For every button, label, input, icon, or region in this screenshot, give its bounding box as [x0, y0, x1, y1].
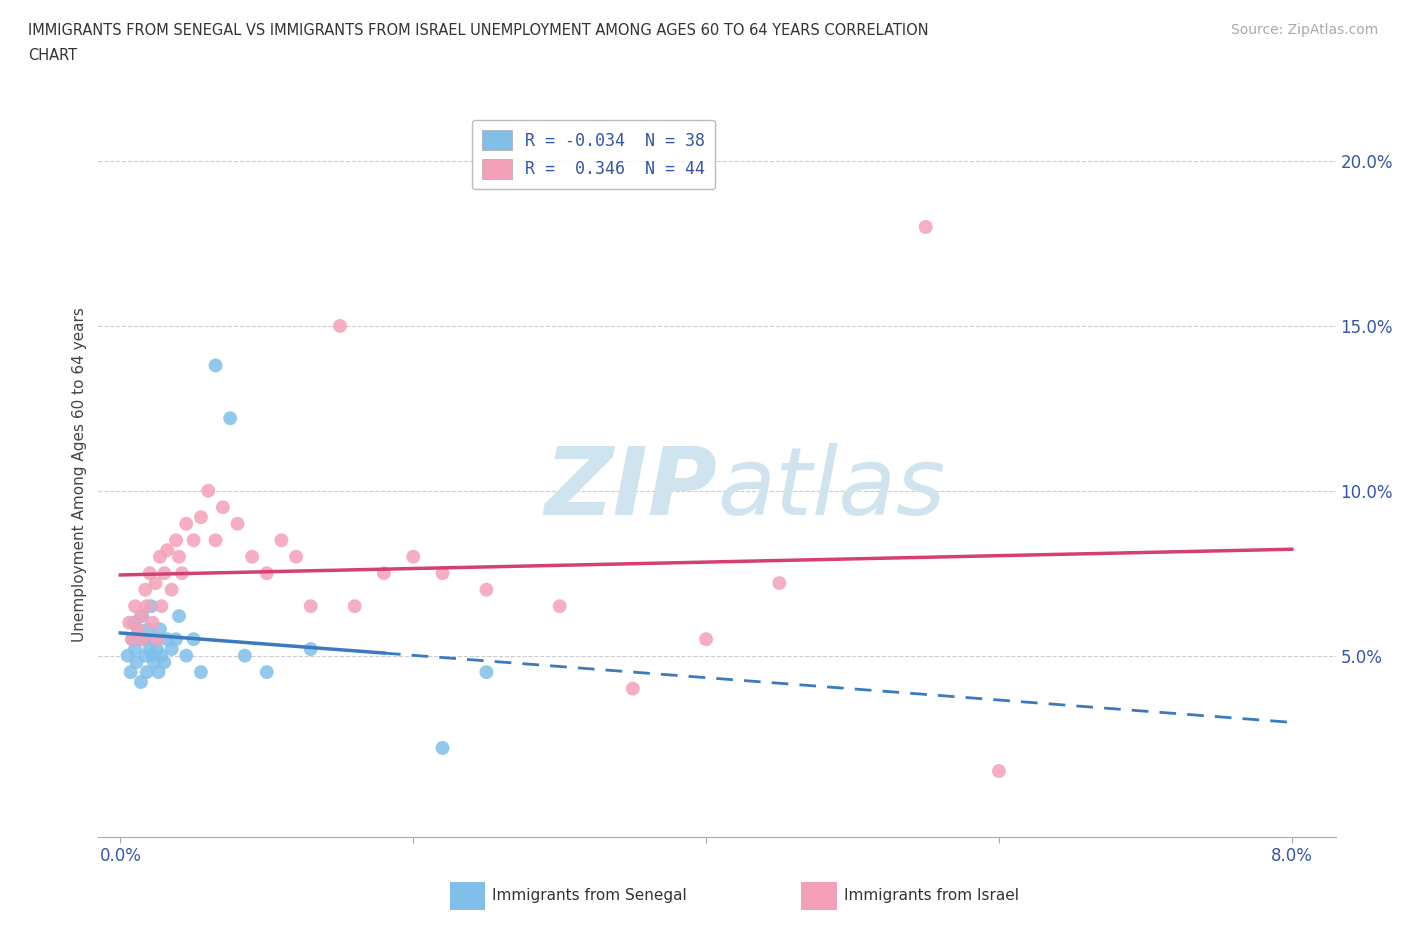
Point — [149, 622, 172, 637]
Point — [170, 565, 193, 580]
Point — [121, 631, 143, 646]
Point — [156, 631, 179, 646]
Point — [124, 642, 146, 657]
Point — [299, 642, 322, 657]
Point — [117, 648, 139, 663]
Point — [190, 665, 212, 680]
Point — [135, 599, 157, 614]
Point — [128, 631, 150, 646]
Point — [212, 499, 235, 514]
Point — [127, 622, 149, 637]
Point — [120, 665, 142, 680]
Point — [174, 648, 197, 663]
Point — [432, 565, 454, 580]
Text: Immigrants from Senegal: Immigrants from Senegal — [492, 888, 688, 903]
Point — [145, 576, 167, 591]
Point — [142, 648, 165, 663]
Point — [475, 582, 498, 597]
Point — [125, 655, 148, 670]
Text: Source: ZipAtlas.com: Source: ZipAtlas.com — [1230, 23, 1378, 37]
Point — [914, 219, 936, 234]
Point — [153, 565, 176, 580]
Point — [122, 616, 145, 631]
Point — [156, 543, 179, 558]
Text: CHART: CHART — [28, 48, 77, 63]
Point — [204, 358, 226, 373]
Point — [695, 631, 717, 646]
Point — [343, 599, 366, 614]
Point — [226, 516, 249, 531]
Point — [160, 642, 183, 657]
Point — [132, 631, 155, 646]
Point — [432, 740, 454, 755]
Point — [138, 565, 160, 580]
Text: ZIP: ZIP — [544, 443, 717, 535]
Point — [136, 622, 159, 637]
Point — [148, 665, 170, 680]
Point — [134, 648, 156, 663]
Point — [256, 665, 278, 680]
Legend: R = -0.034  N = 38, R =  0.346  N = 44: R = -0.034 N = 38, R = 0.346 N = 44 — [471, 120, 716, 189]
Point — [768, 576, 790, 591]
Point — [134, 582, 156, 597]
Point — [475, 665, 498, 680]
Point — [299, 599, 322, 614]
Point — [145, 631, 167, 646]
Point — [138, 642, 160, 657]
Point — [153, 655, 176, 670]
Point — [987, 764, 1010, 778]
Point — [167, 608, 190, 623]
Point — [121, 631, 143, 646]
Point — [124, 599, 146, 614]
Point — [135, 665, 157, 680]
Point — [165, 631, 187, 646]
Point — [139, 599, 162, 614]
Point — [174, 516, 197, 531]
Point — [402, 550, 425, 565]
Text: Immigrants from Israel: Immigrants from Israel — [844, 888, 1018, 903]
Point — [131, 631, 153, 646]
Point — [285, 550, 308, 565]
Text: atlas: atlas — [717, 444, 945, 535]
Text: IMMIGRANTS FROM SENEGAL VS IMMIGRANTS FROM ISRAEL UNEMPLOYMENT AMONG AGES 60 TO : IMMIGRANTS FROM SENEGAL VS IMMIGRANTS FR… — [28, 23, 929, 38]
Point — [150, 599, 173, 614]
Point — [149, 550, 172, 565]
Point — [183, 631, 205, 646]
Point — [233, 648, 256, 663]
Point — [204, 533, 226, 548]
Point — [373, 565, 395, 580]
Point — [146, 631, 169, 646]
Point — [143, 655, 166, 670]
Point — [142, 616, 165, 631]
Point — [329, 318, 352, 333]
Point — [183, 533, 205, 548]
Point — [160, 582, 183, 597]
Y-axis label: Unemployment Among Ages 60 to 64 years: Unemployment Among Ages 60 to 64 years — [72, 307, 87, 642]
Point — [131, 608, 153, 623]
Point — [219, 411, 242, 426]
Point — [146, 642, 169, 657]
Point — [129, 608, 152, 623]
Point — [165, 533, 187, 548]
Point — [197, 484, 219, 498]
Point — [621, 681, 644, 696]
Point — [548, 599, 571, 614]
Point — [150, 648, 173, 663]
Point — [190, 510, 212, 525]
Point — [129, 674, 152, 689]
Point — [270, 533, 292, 548]
Point — [127, 622, 149, 637]
Point — [167, 550, 190, 565]
Point — [240, 550, 263, 565]
Point — [118, 616, 141, 631]
Point — [256, 565, 278, 580]
